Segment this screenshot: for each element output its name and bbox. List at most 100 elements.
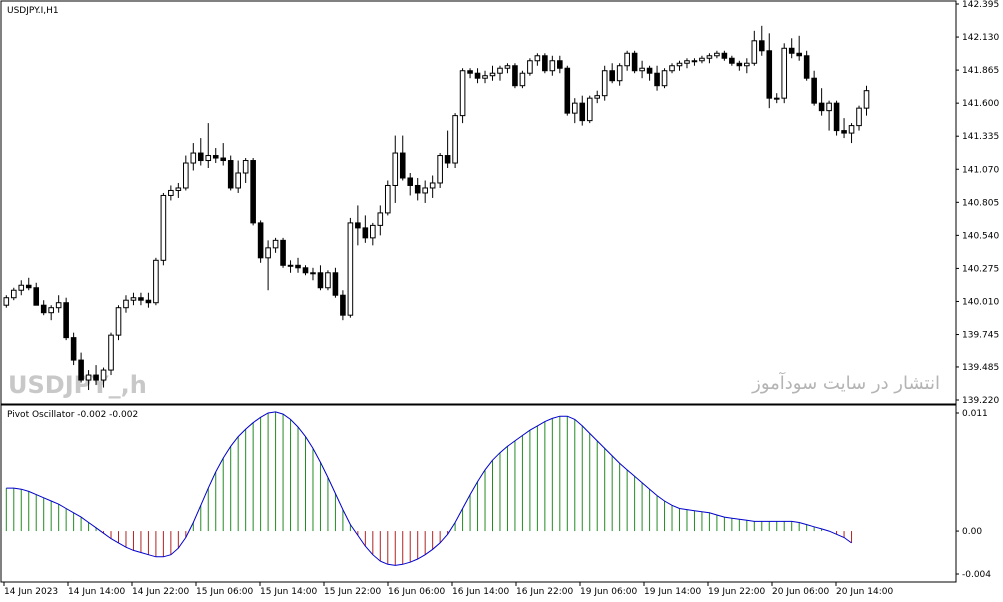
- candle-body-bearish: [803, 55, 810, 79]
- candle-body-bearish: [646, 67, 653, 74]
- candle: [317, 265, 324, 291]
- candle-body-bearish: [317, 272, 324, 289]
- candle-body-bullish: [751, 40, 758, 64]
- candle: [399, 135, 406, 181]
- candle: [504, 63, 511, 74]
- candle-body-bullish: [669, 65, 675, 72]
- candle: [549, 55, 556, 76]
- price-tick-label: 140.540: [962, 231, 999, 241]
- candle: [676, 60, 683, 71]
- candle-body-bearish: [841, 130, 847, 134]
- candle: [160, 192, 167, 266]
- candle: [482, 70, 488, 84]
- candle-body-bearish: [295, 264, 301, 269]
- candle-body-bearish: [78, 359, 84, 381]
- price-tick-label: 141.335: [962, 132, 999, 142]
- candle-body-bullish: [639, 67, 645, 72]
- candle-body-bearish: [654, 72, 660, 87]
- candle: [295, 257, 301, 273]
- candle-body-bullish: [863, 90, 870, 109]
- candle-body-bullish: [265, 247, 271, 259]
- candle: [437, 153, 443, 188]
- candle-body-bearish: [811, 77, 817, 104]
- candle-body-bullish: [287, 264, 294, 267]
- candle-body-bullish: [48, 307, 54, 314]
- candle-body-bullish: [347, 222, 354, 316]
- candle-body-bearish: [579, 102, 586, 122]
- candle: [594, 90, 601, 104]
- candle-body-bearish: [93, 374, 99, 381]
- candle: [557, 55, 563, 74]
- candle-body-bearish: [355, 222, 361, 229]
- candle-body-bullish: [601, 70, 608, 97]
- candle: [616, 63, 623, 86]
- candle: [197, 138, 204, 166]
- candle-body-bullish: [594, 95, 601, 99]
- candle-body-bullish: [534, 55, 541, 62]
- candle: [257, 220, 264, 263]
- candle: [654, 65, 660, 91]
- candle-body-bullish: [272, 239, 279, 249]
- candle: [766, 33, 773, 109]
- candle-body-bullish: [392, 152, 399, 186]
- time-tick-label: 15 Jun 06:00: [196, 587, 253, 597]
- candle-body-bearish: [33, 287, 40, 306]
- candle-body-bullish: [130, 297, 137, 301]
- candle-body-bullish: [168, 189, 174, 196]
- oscillator-title: Pivot Oscillator -0.002 -0.002: [7, 410, 138, 420]
- candle: [586, 95, 593, 124]
- candle-body-bullish: [826, 102, 832, 112]
- candle-body-bullish: [235, 172, 241, 189]
- candle: [474, 68, 481, 84]
- time-tick-label: 16 Jun 14:00: [452, 587, 509, 597]
- candle-body-bearish: [564, 67, 571, 114]
- candle: [265, 240, 271, 291]
- candle: [175, 182, 182, 198]
- time-tick-label: 20 Jun 14:00: [836, 587, 893, 597]
- price-tick-label: 142.395: [962, 0, 999, 10]
- candle-body-bullish: [242, 160, 249, 174]
- candle-body-bearish: [399, 152, 406, 179]
- candle-body-bullish: [744, 62, 750, 67]
- time-tick-label: 16 Jun 06:00: [388, 587, 445, 597]
- candle-body-bullish: [489, 72, 496, 77]
- candle: [325, 270, 331, 291]
- candle: [310, 267, 316, 281]
- price-tick-label: 139.485: [962, 363, 999, 373]
- candle-body-bullish: [310, 272, 316, 275]
- candle: [467, 68, 473, 79]
- price-tick-label: 139.745: [962, 331, 999, 341]
- candle-body-bullish: [773, 97, 780, 100]
- candle: [534, 53, 541, 66]
- candle: [512, 63, 518, 89]
- candle: [212, 148, 219, 164]
- candle-body-bearish: [414, 184, 421, 194]
- candle: [100, 367, 107, 388]
- time-tick-label: 14 Jun 14:00: [68, 587, 125, 597]
- candle: [130, 292, 137, 306]
- osc-tick-label: 0.011: [962, 409, 988, 419]
- candle-body-bearish: [138, 297, 144, 301]
- candle-body-bearish: [25, 284, 32, 289]
- candle: [18, 280, 25, 296]
- candle: [362, 215, 369, 243]
- candle: [422, 180, 428, 203]
- candle: [48, 305, 54, 321]
- candle: [3, 295, 10, 308]
- time-axis: 14 Jun 2023 14 Jun 14:00 14 Jun 22:00 15 Ju…: [3, 582, 893, 597]
- candle: [287, 260, 294, 273]
- candle-body-bearish: [736, 62, 743, 67]
- candle-body-bearish: [721, 52, 728, 59]
- candlestick-series: [3, 25, 870, 391]
- time-tick-label: 15 Jun 22:00: [324, 587, 381, 597]
- price-tick-label: 140.805: [962, 198, 999, 208]
- price-tick-label: 139.220: [962, 396, 999, 406]
- candle: [444, 130, 451, 169]
- candle-body-bearish: [362, 227, 369, 239]
- candle: [55, 295, 62, 313]
- candle-body-bullish: [616, 65, 623, 82]
- candle: [758, 25, 765, 56]
- candle-body-bullish: [586, 97, 593, 122]
- candle-body-bullish: [706, 55, 713, 59]
